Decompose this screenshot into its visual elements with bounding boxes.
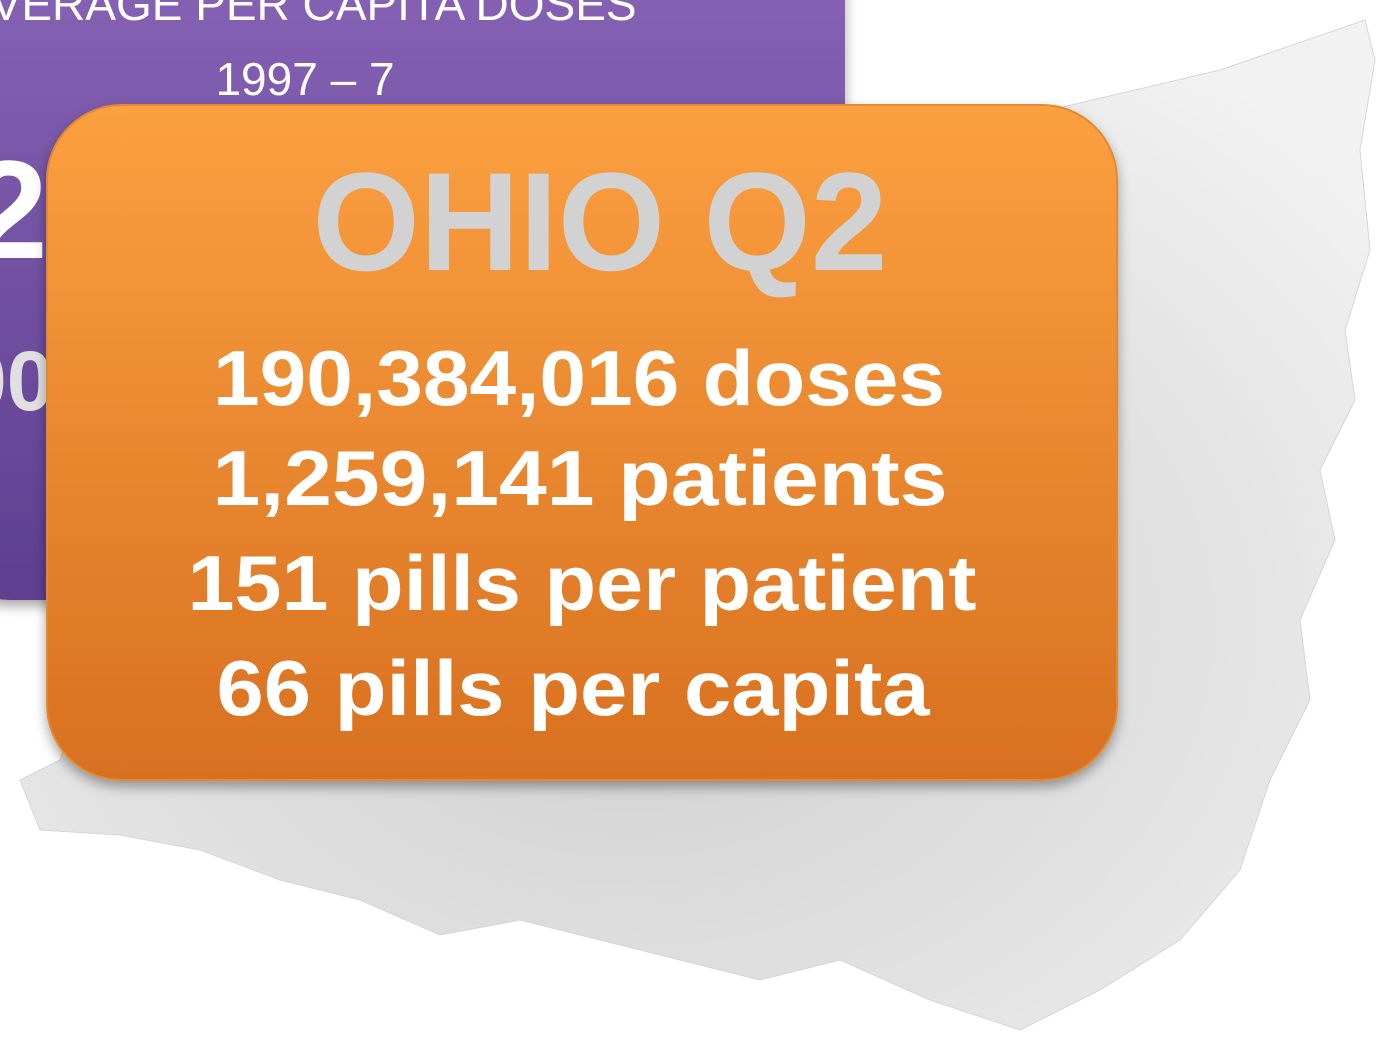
orange-line: 66 pills per capita xyxy=(217,644,931,732)
orange-line: 190,384,016 doses xyxy=(213,334,945,422)
orange-title: OHIO Q2 xyxy=(313,143,888,300)
purple-subheading: 1997 – 7 xyxy=(215,53,394,105)
slide: AVERAGE PER CAPITA DOSES 1997 – 7 2 00 O… xyxy=(0,0,1383,1040)
purple-big-number: 2 xyxy=(0,131,48,288)
purple-line: 00 xyxy=(0,334,53,428)
orange-line: 1,259,141 patients xyxy=(213,434,948,522)
orange-line: 151 pills per patient xyxy=(188,539,977,627)
purple-heading: AVERAGE PER CAPITA DOSES xyxy=(0,0,637,30)
page: AVERAGE PER CAPITA DOSES 1997 – 7 2 00 O… xyxy=(0,0,1383,1040)
